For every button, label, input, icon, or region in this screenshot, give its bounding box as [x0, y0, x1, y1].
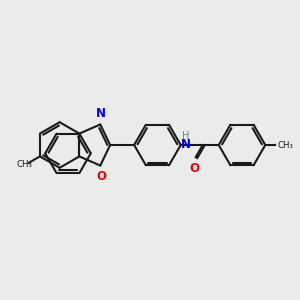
- Text: CH₃: CH₃: [277, 140, 293, 149]
- Text: O: O: [190, 162, 200, 175]
- Text: CH₃: CH₃: [16, 160, 32, 169]
- Text: H: H: [182, 131, 189, 141]
- Text: N: N: [96, 107, 106, 121]
- Text: O: O: [96, 169, 106, 182]
- Text: N: N: [181, 139, 191, 152]
